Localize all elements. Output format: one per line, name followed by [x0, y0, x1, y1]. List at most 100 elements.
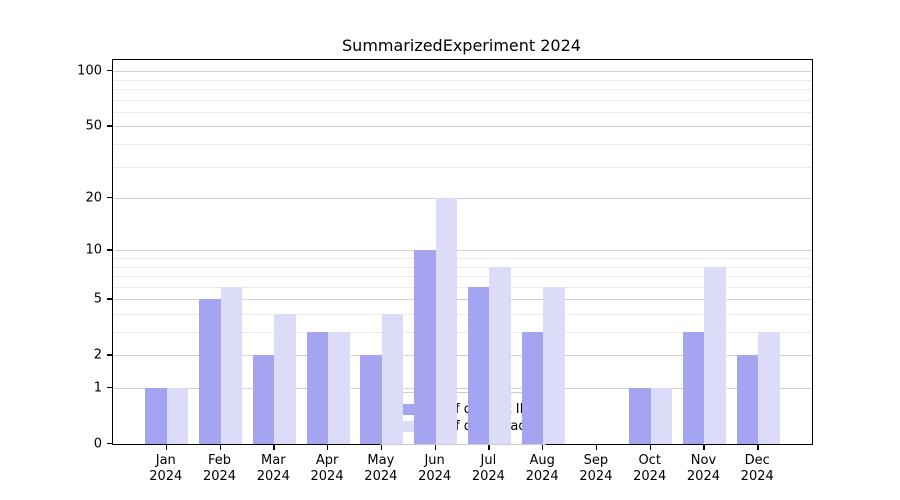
year-label: 2024 [525, 469, 559, 484]
x-tick-label: Nov 2024 [672, 453, 734, 485]
x-tick-label: Oct 2024 [619, 453, 681, 485]
month-label: Aug [529, 453, 555, 468]
major-gridline [113, 388, 812, 389]
bar-downloads [435, 198, 458, 444]
major-gridline [113, 71, 812, 73]
x-tick [273, 444, 275, 450]
month-label: Jan [155, 453, 176, 468]
minor-gridline [113, 286, 812, 288]
x-tick-label: Jun 2024 [404, 453, 466, 485]
bar-distinct-ips [199, 299, 221, 444]
year-label: 2024 [740, 469, 774, 484]
month-label: Nov [690, 453, 717, 468]
bar-distinct-ips [682, 332, 705, 444]
y-tick-label: 100 [77, 63, 102, 79]
month-label: Jul [480, 453, 497, 468]
y-tick-label: 0 [93, 436, 102, 451]
x-tick-label: Jul 2024 [457, 453, 519, 485]
x-tick-label: Apr 2024 [296, 453, 358, 485]
bar-distinct-ips [306, 332, 329, 444]
month-label: May [367, 453, 395, 468]
bar-downloads [220, 286, 243, 444]
minor-gridline [113, 99, 812, 101]
minor-gridline [113, 257, 812, 259]
month-label: Oct [638, 453, 661, 468]
year-label: 2024 [149, 469, 183, 484]
bar-distinct-ips [252, 355, 275, 444]
y-tick [107, 387, 112, 389]
month-label: Sep [583, 453, 609, 468]
bar-distinct-ips [629, 388, 651, 444]
bar-distinct-ips [521, 332, 544, 444]
bar-downloads [166, 388, 189, 444]
minor-gridline [113, 89, 812, 90]
minor-gridline [113, 111, 812, 113]
bar-downloads [381, 314, 404, 444]
minor-gridline [113, 79, 812, 81]
major-gridline [113, 198, 812, 200]
major-gridline [113, 126, 812, 128]
x-tick-label: Aug 2024 [511, 453, 573, 485]
minor-gridline [113, 332, 812, 333]
x-tick [165, 444, 168, 450]
major-gridline [113, 250, 812, 252]
bar-downloads [704, 266, 726, 444]
year-label: 2024 [418, 469, 452, 484]
month-label: Jun [424, 453, 445, 468]
month-label: Apr [315, 453, 339, 468]
y-tick-label: 5 [93, 291, 102, 307]
y-tick [107, 354, 112, 356]
y-tick [107, 443, 112, 445]
x-tick [595, 444, 598, 450]
year-label: 2024 [364, 469, 398, 484]
year-label: 2024 [686, 469, 720, 484]
bar-distinct-ips [360, 355, 382, 444]
y-tick [107, 298, 112, 300]
bar-downloads [543, 286, 565, 444]
minor-gridline [113, 144, 812, 145]
year-label: 2024 [579, 469, 613, 484]
x-tick [703, 444, 705, 450]
y-tick-label: 2 [93, 347, 102, 363]
minor-gridline [113, 313, 812, 315]
x-tick-label: Sep 2024 [565, 453, 627, 485]
x-tick-label: Dec 2024 [726, 453, 788, 485]
y-tick [107, 70, 112, 72]
bar-downloads [274, 314, 296, 444]
minor-gridline [113, 166, 812, 168]
y-tick-label: 50 [85, 118, 102, 134]
bar-distinct-ips [467, 286, 490, 444]
bar-distinct-ips [736, 355, 759, 444]
major-gridline [113, 355, 812, 357]
x-tick-label: Mar 2024 [242, 453, 304, 485]
x-tick-label: May 2024 [350, 453, 412, 485]
x-tick [434, 444, 436, 450]
bar-distinct-ips [145, 388, 167, 444]
bar-downloads [489, 266, 511, 444]
y-tick [107, 197, 112, 199]
x-tick [757, 444, 759, 450]
year-label: 2024 [256, 469, 290, 484]
x-tick [542, 444, 544, 450]
chart-title: SummarizedExperiment 2024 [342, 36, 581, 55]
legend-item: Nb of distinct IPs [389, 402, 534, 417]
year-label: 2024 [310, 469, 344, 484]
x-tick-label: Feb 2024 [189, 453, 251, 485]
major-gridline [113, 299, 812, 301]
bar-downloads [328, 332, 350, 444]
x-tick [649, 444, 651, 450]
month-label: Mar [261, 453, 286, 468]
year-label: 2024 [633, 469, 667, 484]
bar-downloads [650, 388, 673, 444]
x-tick [488, 444, 490, 450]
minor-gridline [113, 266, 812, 268]
month-label: Feb [208, 453, 232, 468]
y-tick-label: 10 [85, 242, 102, 258]
month-label: Dec [744, 453, 770, 468]
bar-downloads [758, 332, 780, 444]
x-tick [219, 444, 221, 450]
y-tick-label: 20 [85, 190, 102, 206]
y-tick [107, 125, 112, 127]
minor-gridline [113, 276, 812, 278]
